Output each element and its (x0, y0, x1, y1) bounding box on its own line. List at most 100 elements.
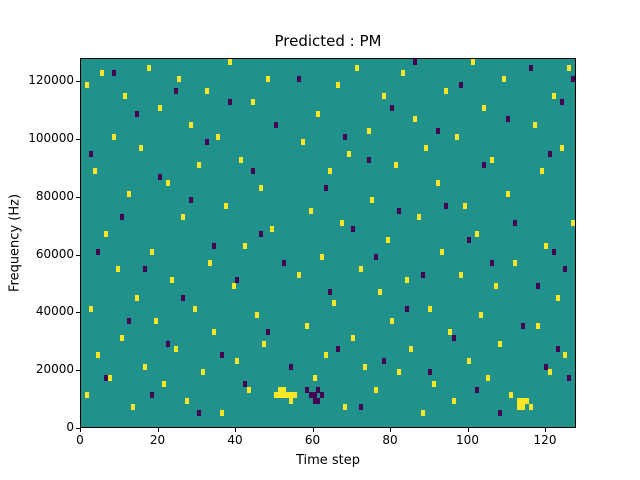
heatmap-cell (544, 242, 549, 249)
heatmap-cell (235, 357, 240, 364)
heatmap-cell (266, 76, 271, 82)
heatmap-cell (165, 340, 170, 347)
heatmap-cell (142, 265, 147, 272)
heatmap-cell (277, 392, 282, 399)
heatmap-cell (420, 409, 425, 416)
heatmap-cell (397, 208, 402, 215)
heatmap-cell (563, 352, 568, 358)
heatmap-cell (524, 398, 529, 404)
heatmap-cell (320, 392, 325, 399)
heatmap-cell (200, 369, 205, 376)
heatmap-cell (466, 237, 471, 243)
heatmap-cell (540, 168, 545, 174)
heatmap-cell (154, 317, 159, 324)
heatmap-cell (497, 340, 502, 347)
heatmap-cell (420, 271, 425, 278)
heatmap-cell (185, 398, 190, 404)
heatmap-cell (355, 64, 360, 71)
heatmap-cell (451, 334, 456, 341)
heatmap-cell (297, 271, 302, 278)
heatmap-cell (470, 59, 475, 65)
heatmap-cell (412, 116, 417, 123)
heatmap-cell (478, 311, 483, 318)
heatmap-cell (555, 294, 560, 301)
heatmap-cell (162, 380, 167, 387)
x-tick-mark (390, 428, 391, 432)
heatmap-cell (250, 168, 255, 174)
heatmap-cell (289, 363, 294, 370)
y-tick-mark (76, 138, 80, 140)
heatmap-cell (181, 214, 186, 220)
heatmap-cell (335, 81, 340, 88)
heatmap-cell (389, 317, 394, 324)
y-tick-label: 80000 (35, 188, 74, 203)
heatmap-cell (520, 398, 525, 404)
heatmap-cell (212, 242, 217, 249)
heatmap-cell (196, 409, 201, 416)
heatmap-cell (150, 248, 155, 255)
heatmap-cell (277, 386, 282, 393)
heatmap-cell (366, 127, 371, 134)
heatmap-cell (536, 283, 541, 289)
heatmap-cell (571, 76, 575, 82)
x-axis-label: Time step (295, 453, 361, 468)
heatmap-cell (273, 392, 278, 399)
heatmap-cell (443, 87, 448, 94)
heatmap-cell (231, 283, 236, 289)
heatmap-cell (463, 202, 468, 209)
heatmap-cell (428, 306, 433, 312)
heatmap-cell (84, 81, 89, 88)
heatmap-cell (347, 150, 352, 157)
heatmap-cell (328, 288, 332, 295)
heatmap-cell (243, 242, 248, 249)
x-tick-mark (312, 428, 314, 432)
heatmap-cell (289, 398, 294, 404)
heatmap-cell (111, 70, 116, 77)
heatmap-cell (189, 122, 194, 128)
heatmap-cell (312, 398, 317, 404)
heatmap-cell (146, 64, 151, 71)
x-tick-mark (80, 428, 81, 432)
heatmap-cell (335, 346, 340, 353)
heatmap-cell (374, 386, 379, 393)
y-tick-label: 20000 (35, 362, 74, 377)
y-tick-mark (76, 312, 80, 314)
heatmap-cell (212, 329, 217, 335)
heatmap-cell (135, 110, 140, 117)
heatmap-cell (559, 145, 564, 151)
heatmap-cell (115, 265, 120, 272)
heatmap-cell (192, 306, 197, 312)
y-tick-label: 0 (66, 420, 74, 434)
x-tick-label: 60 (304, 433, 321, 447)
y-tick-mark (76, 81, 80, 83)
heatmap-cell (119, 334, 124, 341)
heatmap-cell (343, 133, 348, 140)
heatmap-cell (316, 110, 321, 117)
heatmap-cell (289, 392, 294, 399)
heatmap-cell (455, 133, 460, 140)
heatmap-cell (308, 208, 313, 215)
heatmap-cell (297, 76, 302, 82)
heatmap-cell (405, 277, 410, 284)
heatmap-cell (528, 64, 533, 71)
heatmap-cell (331, 300, 336, 307)
heatmap-cell (88, 306, 93, 312)
heatmap-cell (204, 139, 209, 146)
heatmap-cell (567, 375, 572, 381)
heatmap-cell (389, 104, 394, 111)
x-tick-label: 80 (382, 433, 398, 447)
x-tick-label: 0 (76, 433, 84, 447)
heatmap-cell (567, 64, 572, 71)
heatmap-cell (239, 156, 244, 163)
x-tick-label: 100 (456, 433, 479, 447)
heatmap-cell (223, 202, 228, 209)
heatmap-cell (312, 375, 317, 381)
heatmap-cell (320, 254, 325, 261)
heatmap-cell (104, 231, 109, 238)
heatmap-cell (474, 386, 479, 393)
heatmap-cell (547, 369, 552, 376)
heatmap-cell (281, 260, 286, 266)
heatmap-cell (250, 99, 255, 105)
heatmap-cell (451, 398, 456, 404)
